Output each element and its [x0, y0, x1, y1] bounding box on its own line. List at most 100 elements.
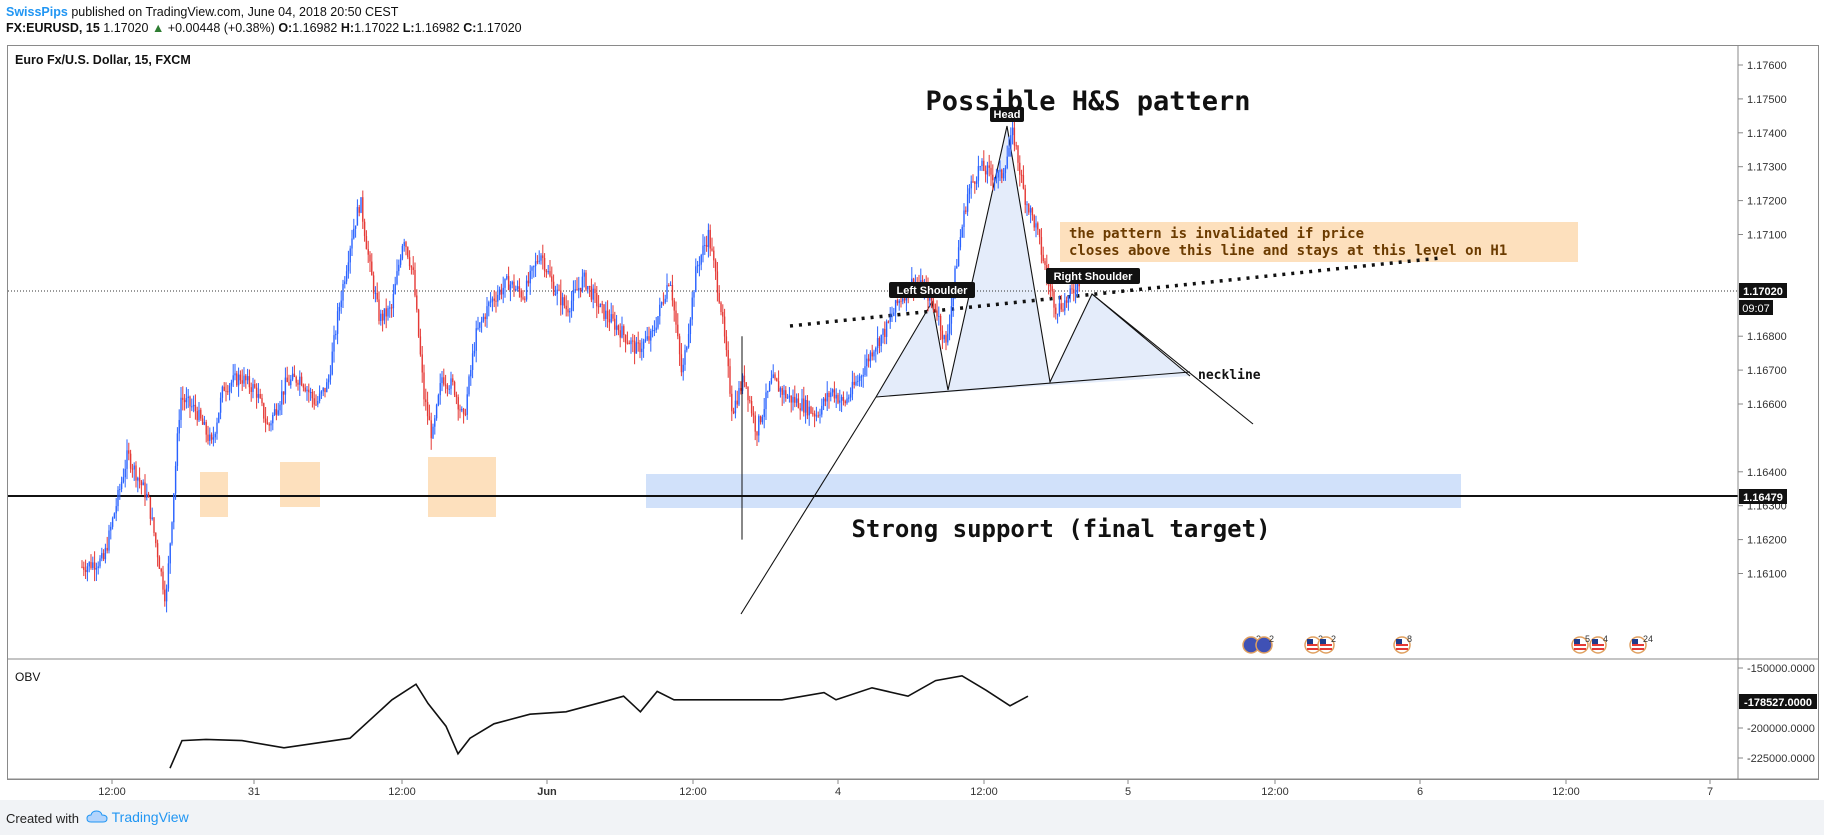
candle-body — [837, 394, 839, 403]
candle-body — [943, 335, 945, 340]
flag-canton — [1574, 639, 1580, 644]
candle-body — [275, 409, 278, 415]
candle-body — [547, 271, 549, 273]
candle-body — [191, 406, 193, 408]
candle-body — [610, 314, 612, 323]
candle-body — [243, 375, 245, 384]
candle-body — [716, 271, 719, 293]
candle-body — [606, 310, 609, 319]
candle-body — [1058, 303, 1061, 314]
flag-stripe — [1307, 644, 1319, 646]
eu-flag-icon[interactable] — [1255, 636, 1273, 654]
candle-body — [653, 330, 656, 332]
candle-body — [651, 330, 654, 332]
candle-body — [500, 289, 503, 295]
candle-body — [772, 374, 774, 379]
candle-body — [900, 300, 902, 302]
candle-body — [734, 400, 737, 414]
candle-body — [131, 468, 134, 470]
economic-events[interactable]: 222285424 — [1242, 634, 1653, 654]
candle-body — [590, 286, 593, 300]
left-shoulder-label: Left Shoulder — [897, 285, 969, 297]
candle-body — [749, 400, 751, 402]
candle-body — [218, 412, 220, 423]
candle-body — [628, 342, 630, 345]
candle-body — [941, 330, 944, 340]
candle-body — [966, 194, 969, 212]
candle-body — [327, 379, 330, 383]
candle-body — [637, 342, 639, 344]
candle-body — [597, 306, 600, 308]
candle-body — [376, 293, 378, 300]
candle-body — [227, 391, 229, 393]
candle-body — [335, 333, 337, 336]
candle-body — [124, 468, 126, 478]
candle-body — [1051, 286, 1053, 292]
candle-body — [527, 280, 530, 284]
candle-body — [423, 372, 425, 400]
candle-body — [347, 262, 350, 272]
candle-body — [536, 261, 539, 263]
candle-body — [945, 335, 947, 343]
candle-body — [826, 392, 828, 402]
candle-body — [99, 558, 101, 567]
candle-body — [585, 272, 587, 290]
flag-stripe — [1320, 648, 1332, 650]
candle-body — [93, 562, 96, 570]
candle-body — [552, 281, 555, 295]
tradingview-logo[interactable]: TradingView — [86, 809, 189, 825]
candle-body — [702, 245, 704, 256]
candle-body — [259, 394, 261, 398]
candle-body — [185, 398, 188, 403]
candle-body — [875, 347, 877, 352]
time-tick-label: 6 — [1417, 786, 1423, 798]
candle-body — [183, 399, 186, 403]
candle-body — [336, 311, 339, 334]
candle-body — [407, 247, 409, 258]
candle-body — [965, 210, 967, 212]
candle-body — [806, 399, 809, 416]
candle-body — [81, 566, 83, 568]
candle-body — [986, 165, 989, 175]
candle-body — [349, 248, 351, 263]
candle-body — [1004, 168, 1007, 174]
candle-body — [246, 376, 249, 381]
candle-body — [387, 308, 389, 317]
candle-body — [531, 267, 533, 271]
time-tick-label: 12:00 — [1261, 786, 1289, 798]
candle-body — [371, 261, 373, 276]
candle-body — [736, 400, 738, 405]
author-link[interactable]: SwissPips — [6, 5, 68, 19]
candle-body — [273, 409, 276, 415]
candle-body — [938, 315, 940, 317]
candle-body — [612, 314, 614, 319]
candle-body — [396, 271, 398, 284]
candle-body — [1010, 135, 1012, 148]
candle-body — [786, 397, 789, 399]
candle-body — [752, 413, 755, 416]
candle-body — [794, 396, 796, 403]
candle-body — [392, 294, 395, 309]
candle-body — [950, 306, 953, 324]
candle-body — [848, 397, 850, 399]
flag-canton — [1592, 639, 1598, 644]
candle-body — [1029, 208, 1032, 213]
obv-axis[interactable]: -150000.0000 -200000.0000 -225000.0000 — [1738, 663, 1815, 765]
event-count: 5 — [1585, 634, 1590, 644]
candle-body — [765, 392, 767, 410]
candle-body — [300, 376, 303, 386]
candle-body — [696, 265, 699, 267]
candle-body — [158, 557, 161, 569]
time-axis[interactable]: 12:00 31 12:00 Jun 12:00 4 12:00 5 12:00 6 12:00 7 — [98, 779, 1713, 798]
candle-body — [659, 304, 661, 317]
price-chart[interactable]: 1.17600 1.17500 1.17400 1.17300 1.17200 1.171… — [0, 0, 1824, 800]
invalidation-dotted-line — [789, 256, 1441, 328]
candle-body — [846, 398, 848, 404]
close-label: C: — [463, 21, 477, 35]
candle-body — [119, 489, 121, 491]
candle-body — [212, 437, 215, 440]
candle-body — [255, 387, 258, 398]
candle-body — [473, 350, 476, 354]
candle-body — [867, 358, 870, 362]
candle-body — [842, 396, 845, 402]
